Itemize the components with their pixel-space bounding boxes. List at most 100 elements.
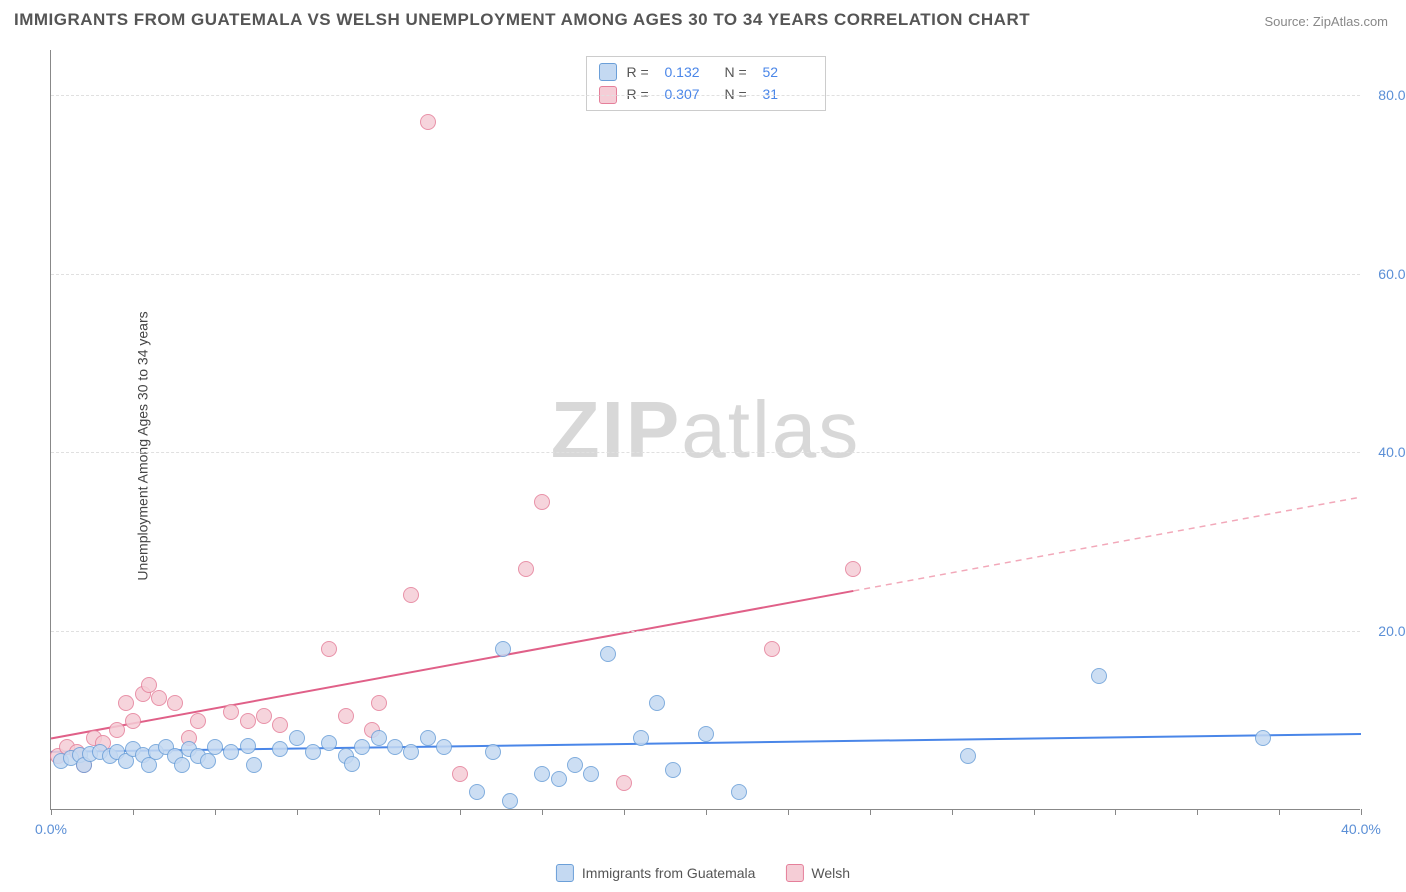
welsh-point [109,722,125,738]
legend-swatch [556,864,574,882]
source-attribution: Source: ZipAtlas.com [1264,14,1388,29]
x-tick [1279,809,1280,815]
trend-lines-svg [51,50,1360,809]
x-tick [297,809,298,815]
welsh-point [338,708,354,724]
legend-series-label: Welsh [811,865,850,881]
guatemala-point [387,739,403,755]
x-tick [870,809,871,815]
guatemala-point [633,730,649,746]
y-tick-label: 20.0% [1378,623,1406,639]
welsh-point [518,561,534,577]
gridline-h [51,452,1360,453]
legend-series-item: Welsh [785,864,850,882]
guatemala-point [272,741,288,757]
x-tick [460,809,461,815]
guatemala-point [305,744,321,760]
welsh-point [190,713,206,729]
y-tick-label: 60.0% [1378,266,1406,282]
x-tick-label: 40.0% [1341,821,1381,837]
guatemala-point [469,784,485,800]
x-tick [788,809,789,815]
x-tick-label: 0.0% [35,821,67,837]
guatemala-point [567,757,583,773]
guatemala-point [354,739,370,755]
guatemala-point [534,766,550,782]
guatemala-point [551,771,567,787]
guatemala-point [1091,668,1107,684]
guatemala-point [485,744,501,760]
guatemala-point [344,756,360,772]
legend-swatch [785,864,803,882]
guatemala-point [960,748,976,764]
welsh-point [371,695,387,711]
welsh-point [403,587,419,603]
x-tick [1197,809,1198,815]
n-label: N = [725,61,753,83]
x-tick [952,809,953,815]
legend-swatch [599,63,617,81]
guatemala-point [240,738,256,754]
legend-correlation: R =0.132N =52R =0.307N =31 [586,56,826,111]
welsh-point [764,641,780,657]
guatemala-point [223,744,239,760]
x-tick [1115,809,1116,815]
gridline-h [51,631,1360,632]
welsh-point [452,766,468,782]
trend-line [853,497,1361,591]
guatemala-point [649,695,665,711]
welsh-point [272,717,288,733]
x-tick [379,809,380,815]
guatemala-point [665,762,681,778]
guatemala-point [420,730,436,746]
y-tick-label: 80.0% [1378,87,1406,103]
welsh-point [118,695,134,711]
guatemala-point [495,641,511,657]
r-label: R = [627,61,655,83]
welsh-point [125,713,141,729]
x-tick [706,809,707,815]
guatemala-point [502,793,518,809]
guatemala-point [403,744,419,760]
guatemala-point [436,739,452,755]
trend-line [51,591,853,739]
guatemala-point [174,757,190,773]
welsh-point [845,561,861,577]
guatemala-point [731,784,747,800]
chart-title: IMMIGRANTS FROM GUATEMALA VS WELSH UNEMP… [14,10,1030,30]
n-value: 52 [763,61,813,83]
legend-series: Immigrants from Guatemala Welsh [556,864,850,882]
gridline-h [51,95,1360,96]
welsh-point [151,690,167,706]
welsh-point [420,114,436,130]
welsh-point [256,708,272,724]
welsh-point [321,641,337,657]
guatemala-point [207,739,223,755]
x-tick [51,809,52,815]
x-tick [215,809,216,815]
guatemala-point [583,766,599,782]
x-tick [542,809,543,815]
legend-series-label: Immigrants from Guatemala [582,865,756,881]
guatemala-point [1255,730,1271,746]
guatemala-point [371,730,387,746]
guatemala-point [246,757,262,773]
y-tick-label: 40.0% [1378,444,1406,460]
welsh-point [167,695,183,711]
guatemala-point [321,735,337,751]
plot-area: ZIPatlas R =0.132N =52R =0.307N =31 20.0… [50,50,1360,810]
welsh-point [534,494,550,510]
r-value: 0.132 [665,61,715,83]
x-tick [133,809,134,815]
x-tick [624,809,625,815]
gridline-h [51,274,1360,275]
x-tick [1034,809,1035,815]
legend-series-item: Immigrants from Guatemala [556,864,756,882]
guatemala-point [600,646,616,662]
welsh-point [616,775,632,791]
x-tick [1361,809,1362,815]
legend-correlation-row: R = 0.132 N = 52 [599,61,813,83]
guatemala-point [698,726,714,742]
welsh-point [240,713,256,729]
welsh-point [223,704,239,720]
